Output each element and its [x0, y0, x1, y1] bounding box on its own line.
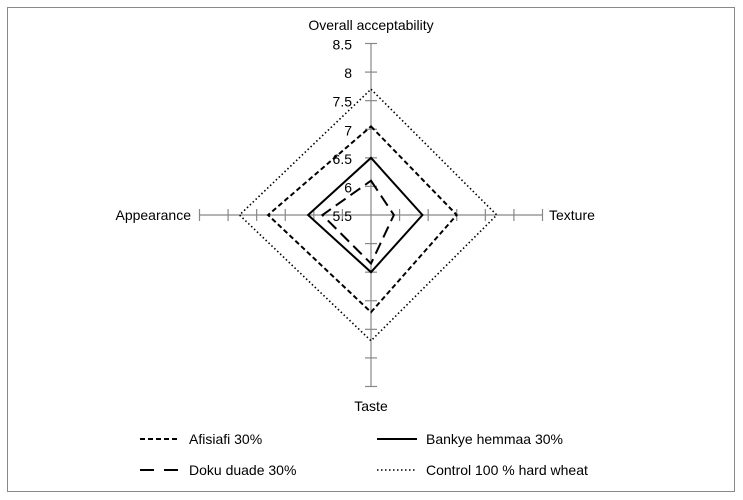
- series-group: [238, 88, 498, 342]
- axis-label-overall-acceptability: Overall acceptability: [308, 17, 433, 33]
- series-bankye-hemmaa-30-: [306, 156, 424, 274]
- legend: Afisiafi 30% Bankye hemmaa 30% Doku duade …: [140, 431, 588, 478]
- series-afisiafi-30-: [266, 125, 459, 314]
- axis-label-texture: Texture: [549, 207, 595, 223]
- legend-label: Afisiafi 30%: [189, 431, 262, 447]
- series-doku-duade-30-: [320, 179, 396, 266]
- tick-labels: 5.5 6 6.5 7 7.5 8 8.5: [333, 37, 353, 225]
- axis-label-appearance: Appearance: [115, 207, 191, 223]
- tick-label: 5.5: [333, 208, 353, 224]
- legend-label: Control 100 % hard wheat: [426, 462, 588, 478]
- tick-label: 7.5: [333, 94, 353, 110]
- tick-label: 8.5: [333, 37, 353, 53]
- axes-group: [198, 42, 544, 388]
- tick-label: 6: [344, 179, 352, 195]
- chart-frame: [7, 7, 735, 492]
- tick-label: 8: [344, 65, 352, 81]
- tick-label: 7: [344, 122, 352, 138]
- tick-label: 6.5: [333, 151, 353, 167]
- axis-label-taste: Taste: [354, 398, 388, 414]
- legend-label: Bankye hemmaa 30%: [426, 431, 563, 447]
- legend-label: Doku duade 30%: [189, 462, 296, 478]
